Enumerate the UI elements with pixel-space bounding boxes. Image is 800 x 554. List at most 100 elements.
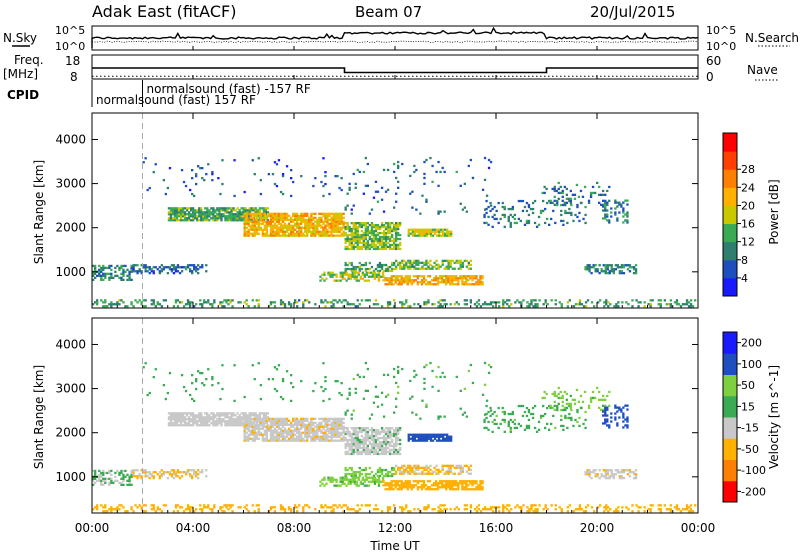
velocity-echo-cell [384,436,388,440]
power-echo-cell [437,160,440,164]
velocity-echo-cell [459,480,462,483]
power-echo-cell [367,279,371,282]
velocity-echo-cell [397,452,400,456]
velocity-echo-cell [604,475,607,478]
velocity-echo-cell [229,506,232,509]
power-echo-cell [255,212,258,215]
power-echo-cell [122,272,125,275]
power-echo-cell [429,228,433,231]
power-echo-cell [335,275,338,278]
velocity-echo-cell [175,420,179,423]
velocity-echo-cell [411,466,414,469]
velocity-echo-cell [372,446,376,450]
velocity-echo-cell [346,468,349,472]
power-echo-cell [334,214,337,217]
power-echo-cell [502,305,505,308]
velocity-echo-cell [324,425,327,428]
power-echo-cell [606,189,609,193]
power-echo-cell [370,243,374,247]
velocity-echo-cell [222,412,225,415]
velocity-echo-cell [589,400,593,403]
velocity-echo-cell [445,486,448,489]
velocity-echo-cell [436,486,440,489]
power-echo-cell [94,268,97,271]
power-echo-cell [406,277,409,280]
power-echo-cell [400,283,403,286]
velocity-echo-cell [114,508,117,511]
power-echo-cell [398,283,401,286]
velocity-echo-cell [561,404,564,407]
velocity-echo-cell [423,508,426,511]
velocity-echo-cell [196,424,199,427]
power-echo-cell [479,279,482,282]
velocity-echo-cell [271,431,275,434]
power-echo-cell [308,222,311,225]
power-echo-cell [206,213,209,216]
velocity-echo-cell [461,484,464,487]
power-echo-cell [277,212,281,215]
velocity-echo-cell [283,417,287,420]
velocity-echo-cell [230,412,233,415]
power-echo-cell [112,276,115,279]
velocity-echo-cell [557,396,560,400]
power-echo-cell [298,299,301,302]
velocity-echo-cell [545,392,548,396]
velocity-echo-cell [183,412,187,415]
velocity-echo-cell [457,484,460,487]
power-echo-cell [275,218,279,221]
power-echo-cell [267,212,271,215]
velocity-echo-cell [350,468,353,472]
power-echo-cell [344,208,347,211]
velocity-echo-cell [296,427,299,430]
velocity-echo-cell [262,414,266,417]
power-echo-cell [590,272,593,275]
velocity-echo-cell [483,420,486,424]
power-echo-cell [271,228,275,231]
velocity-echo-cell [391,468,394,472]
power-echo-cell [455,170,458,174]
power-echo-cell [366,241,370,245]
velocity-echo-cell [199,504,202,507]
velocity-echo-cell [287,427,291,430]
power-echo-cell [324,224,327,227]
velocity-echo-cell [177,424,181,427]
velocity-echo-cell [273,421,277,424]
power-echo-cell [271,224,275,227]
velocity-echo-cell [443,484,446,487]
velocity-echo-cell [374,444,378,448]
velocity-echo-cell [219,508,222,511]
power-echo-cell [564,211,567,215]
power-echo-cell [432,277,436,280]
velocity-echo-cell [371,478,375,481]
velocity-echo-cell [358,444,361,448]
power-echo-cell [364,269,368,273]
power-echo-cell [310,230,313,233]
power-echo-cell [614,264,618,267]
power-echo-cell [316,230,319,233]
power-echo-cell [275,216,279,219]
velocity-echo-cell [602,469,605,472]
velocity-echo-cell [261,421,265,424]
power-echo-cell [287,228,291,231]
power-echo-cell [328,224,331,227]
velocity-echo-cell [257,417,260,420]
power-echo-cell [604,264,607,267]
velocity-echo-cell [361,478,365,481]
velocity-echo-cell [612,473,616,476]
velocity-echo-cell [397,429,400,432]
power-echo-cell [370,233,374,237]
velocity-echo-cell [446,439,449,442]
power-echo-cell [253,220,256,223]
power-echo-cell [445,259,448,262]
power-echo-cell [275,234,279,237]
velocity-echo-cell [614,406,617,409]
power-echo-cell [354,227,357,231]
velocity-echo-cell [262,412,266,415]
velocity-echo-cell [302,506,305,509]
power-echo-cell [156,303,159,306]
velocity-echo-cell [475,488,478,491]
velocity-echo-cell [376,470,380,474]
velocity-echo-cell [281,417,285,420]
power-echo-cell [397,222,400,225]
power-echo-cell [183,213,187,216]
